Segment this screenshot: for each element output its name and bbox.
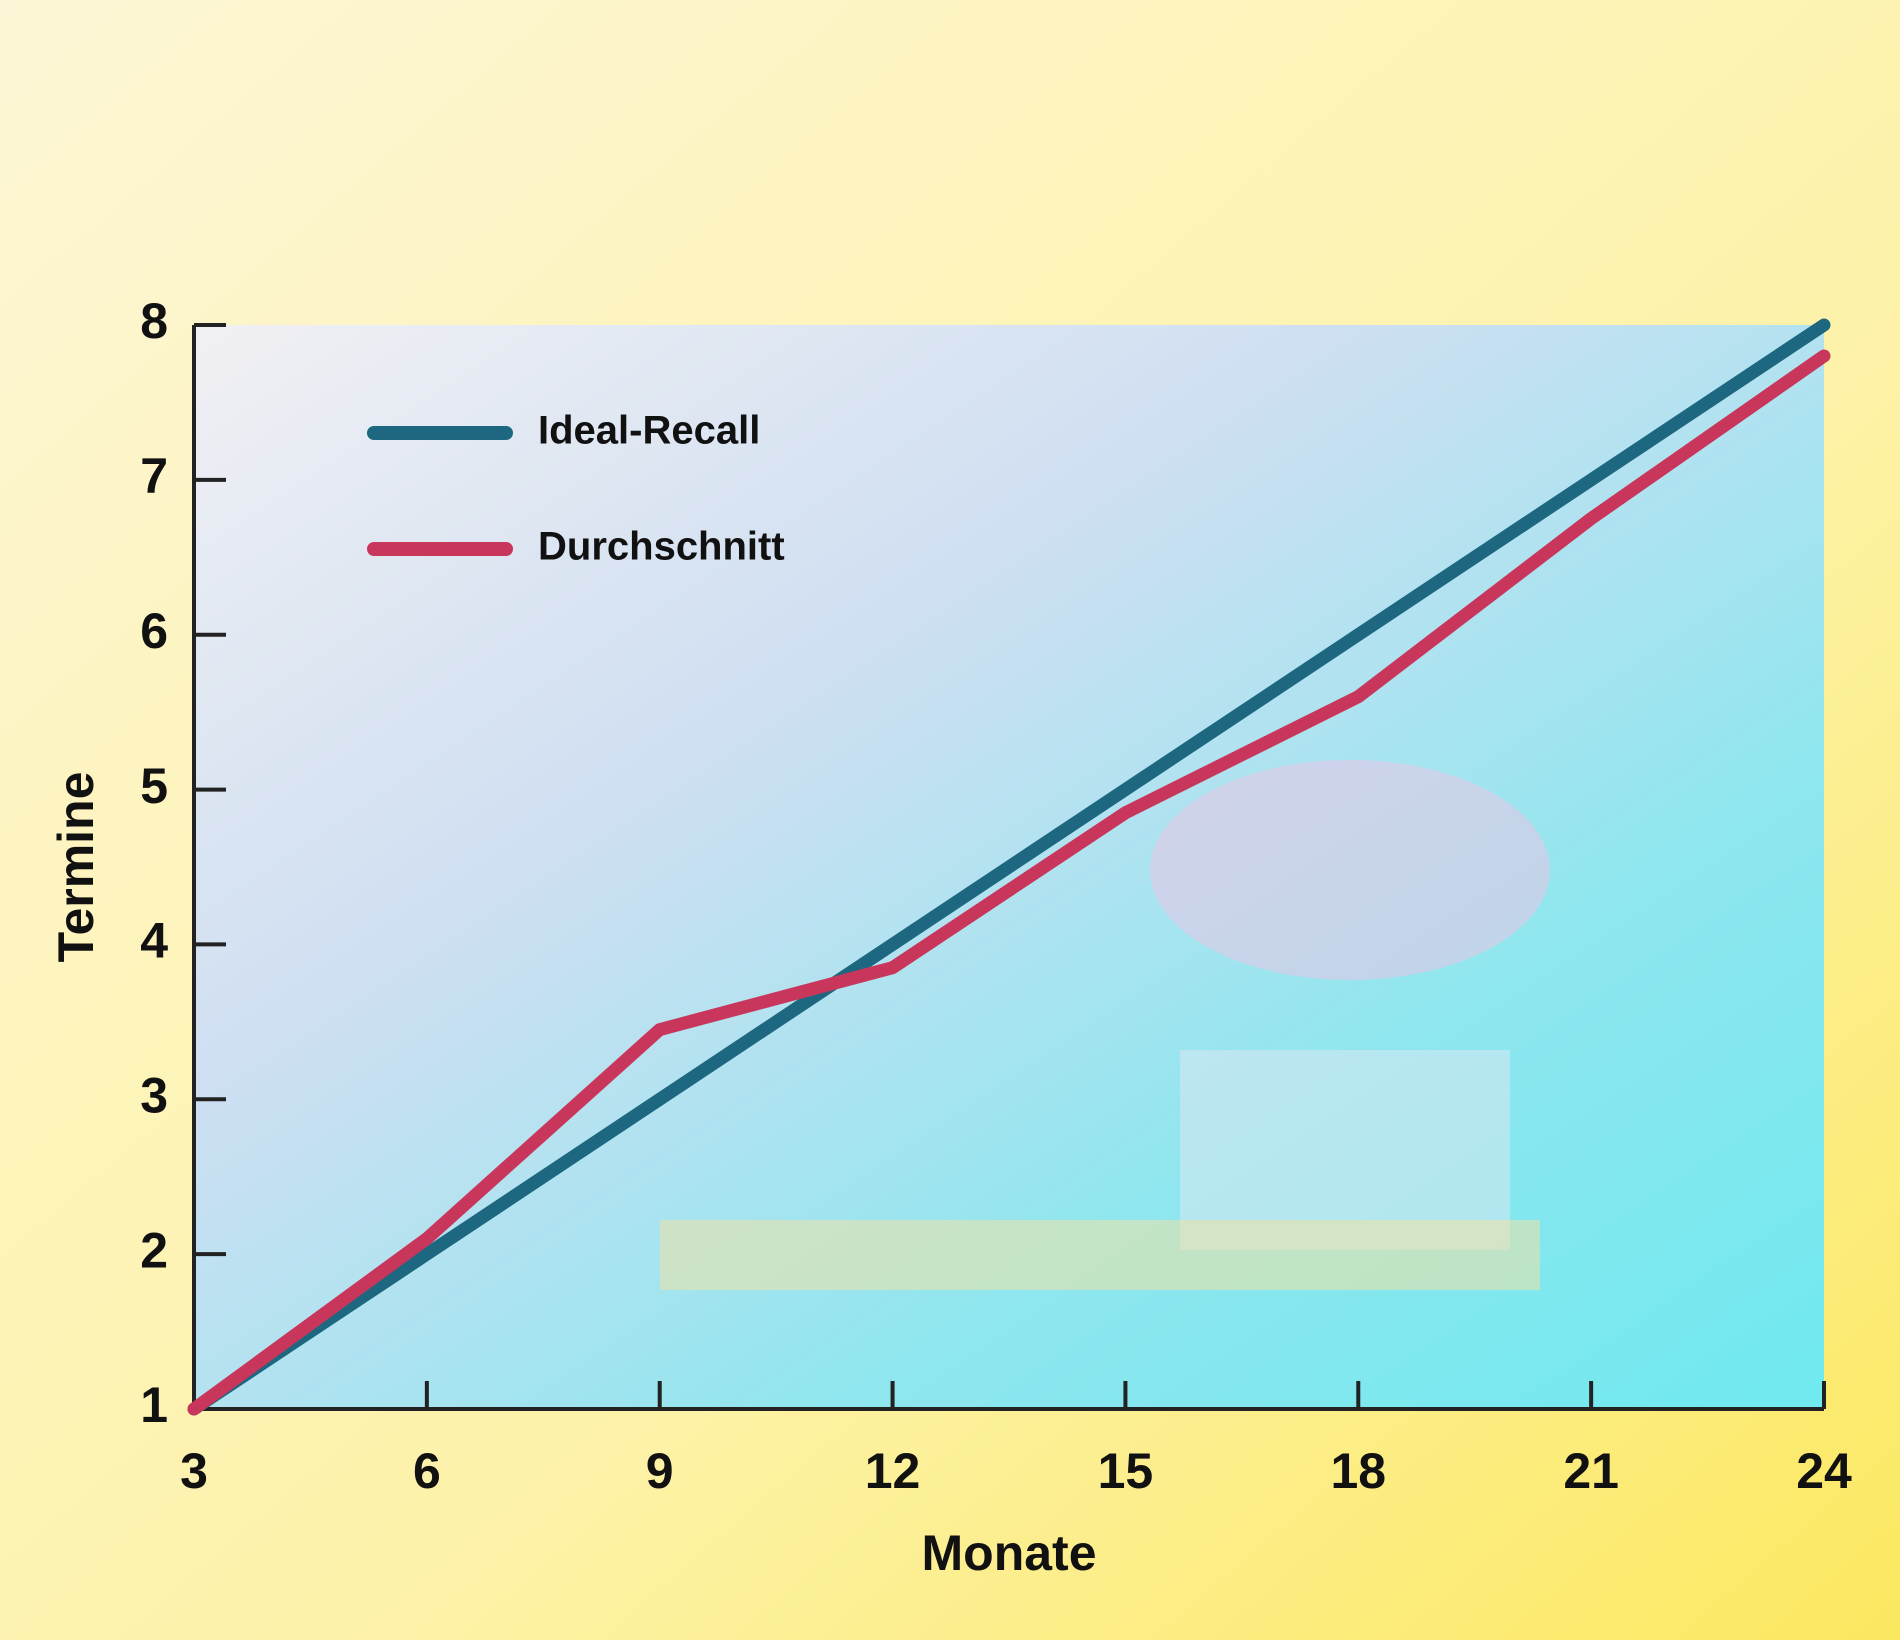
decor xyxy=(660,1220,1540,1290)
x-tick-label: 9 xyxy=(646,1443,674,1499)
series-line xyxy=(187,349,1831,1416)
x-tick-label: 15 xyxy=(1098,1443,1154,1499)
series-line xyxy=(187,318,1831,1416)
y-tick-label: 4 xyxy=(140,913,168,969)
legend-text: Durchschnitt xyxy=(538,525,785,569)
x-tick-label: 21 xyxy=(1563,1443,1619,1499)
x-tick-label: 18 xyxy=(1330,1443,1386,1499)
decor xyxy=(1180,1050,1510,1250)
decor xyxy=(1150,760,1550,980)
y-tick-label: 8 xyxy=(140,293,168,349)
x-axis-label: Monate xyxy=(922,1525,1097,1581)
y-axis-label: Termine xyxy=(48,772,104,963)
y-tick-label: 2 xyxy=(140,1222,168,1278)
y-tick-label: 7 xyxy=(140,448,168,504)
x-tick-label: 12 xyxy=(865,1443,921,1499)
y-tick-label: 6 xyxy=(140,603,168,659)
y-tick-label: 3 xyxy=(140,1067,168,1123)
y-tick-label: 5 xyxy=(140,758,168,814)
legend-text: Ideal-Recall xyxy=(538,409,760,453)
x-tick-label: 3 xyxy=(180,1443,208,1499)
y-tick-label: 1 xyxy=(140,1377,168,1433)
x-tick-label: 24 xyxy=(1796,1443,1852,1499)
x-tick-label: 6 xyxy=(413,1443,441,1499)
